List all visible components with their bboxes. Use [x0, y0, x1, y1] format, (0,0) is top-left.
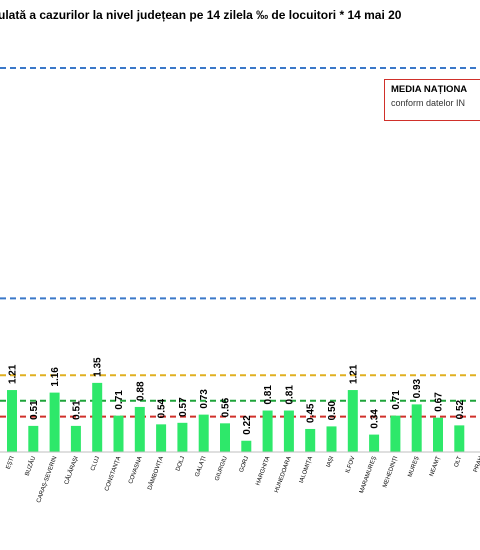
bar — [177, 422, 188, 452]
bar-value-label: 1.21 — [348, 364, 359, 384]
bar-value-label: 0.45 — [306, 403, 317, 423]
category-label: CONSTANȚA — [104, 456, 122, 492]
bar-value-label: 1.35 — [93, 357, 104, 377]
bar-value-label: 0.73 — [199, 389, 210, 409]
bar-value-label: 0.71 — [391, 390, 402, 410]
legend-subtitle: conform datelor IN — [391, 98, 466, 108]
category-label: OLT — [454, 455, 464, 468]
bar — [220, 423, 230, 452]
bar-value-label: 0.50 — [327, 400, 338, 420]
bar-value-label: 0.51 — [71, 400, 82, 420]
bar — [411, 404, 422, 452]
bar-value-label: 0.52 — [455, 399, 466, 419]
category-label: MEHEDINȚI — [382, 455, 399, 488]
category-label: CĂLĂRAȘI — [63, 455, 80, 486]
bar — [390, 415, 401, 452]
bar — [262, 410, 273, 452]
bar — [156, 424, 167, 452]
category-label: EȘTI — [6, 455, 16, 470]
category-label: HUNEDOARA — [274, 456, 293, 494]
bar-value-label: 0.56 — [221, 397, 232, 417]
bar — [433, 417, 443, 452]
category-label: NEAMȚ — [429, 455, 442, 477]
bar — [347, 390, 358, 452]
legend-title: MEDIA NAȚIONA — [391, 84, 468, 95]
bar-value-label: 0.51 — [29, 400, 40, 420]
bars: 1.21 EȘTI 0.51 BUZĂU 1.16 CARAȘ-SEVERIN 0.51 CĂ… — [6, 357, 480, 504]
category-label: GORJ — [239, 456, 250, 474]
bar — [28, 425, 39, 452]
category-label: IALOMIȚA — [299, 456, 314, 484]
bar — [113, 415, 124, 452]
bar — [305, 428, 316, 452]
category-label: CLUJ — [90, 456, 101, 472]
bar — [241, 440, 252, 452]
category-label: HARGHITA — [255, 456, 271, 487]
bar-value-label: 0.81 — [263, 385, 274, 405]
category-label: GALAȚI — [195, 455, 208, 477]
bar-value-label: 0.88 — [135, 381, 146, 401]
bar — [92, 382, 103, 452]
bar-value-label: 0.81 — [284, 385, 295, 405]
bar-value-label: 0.67 — [434, 392, 445, 412]
category-label: PRAH — [473, 456, 480, 474]
bar — [283, 410, 294, 452]
category-label: CARAȘ-SEVERIN — [36, 456, 58, 504]
category-label: MUREȘ — [408, 456, 421, 478]
category-label: BUZĂU — [24, 455, 38, 477]
bar — [7, 390, 17, 452]
category-label: COVASNA — [128, 456, 144, 485]
bar-value-label: 1.16 — [50, 367, 61, 387]
category-label: GIURGIU — [214, 456, 228, 482]
bar — [134, 406, 145, 452]
bar-value-label: 1.21 — [8, 364, 19, 384]
bar-value-label: 0.93 — [412, 378, 423, 398]
bar — [198, 414, 209, 452]
bar-value-label: 0.54 — [157, 398, 168, 418]
bar-value-label: 0.57 — [178, 397, 189, 417]
bar — [70, 425, 81, 452]
bar — [326, 426, 337, 452]
category-label: ILFOV — [345, 456, 357, 474]
category-label: MARAMUREȘ — [359, 456, 378, 495]
category-label: IAȘI — [326, 455, 336, 468]
bar-value-label: 0.71 — [114, 390, 125, 410]
bar-value-label: 0.22 — [242, 415, 253, 435]
legend-box: MEDIA NAȚIONA conform datelor IN — [384, 79, 480, 121]
bar — [369, 434, 380, 452]
category-label: DÂMBOVIȚA — [146, 455, 165, 491]
bar — [454, 425, 465, 452]
chart-title: ulată a cazurilor la nivel județean pe 1… — [0, 8, 402, 22]
bar-value-label: 0.34 — [370, 409, 381, 429]
bar — [49, 392, 60, 452]
category-label: DOLJ — [175, 456, 186, 472]
